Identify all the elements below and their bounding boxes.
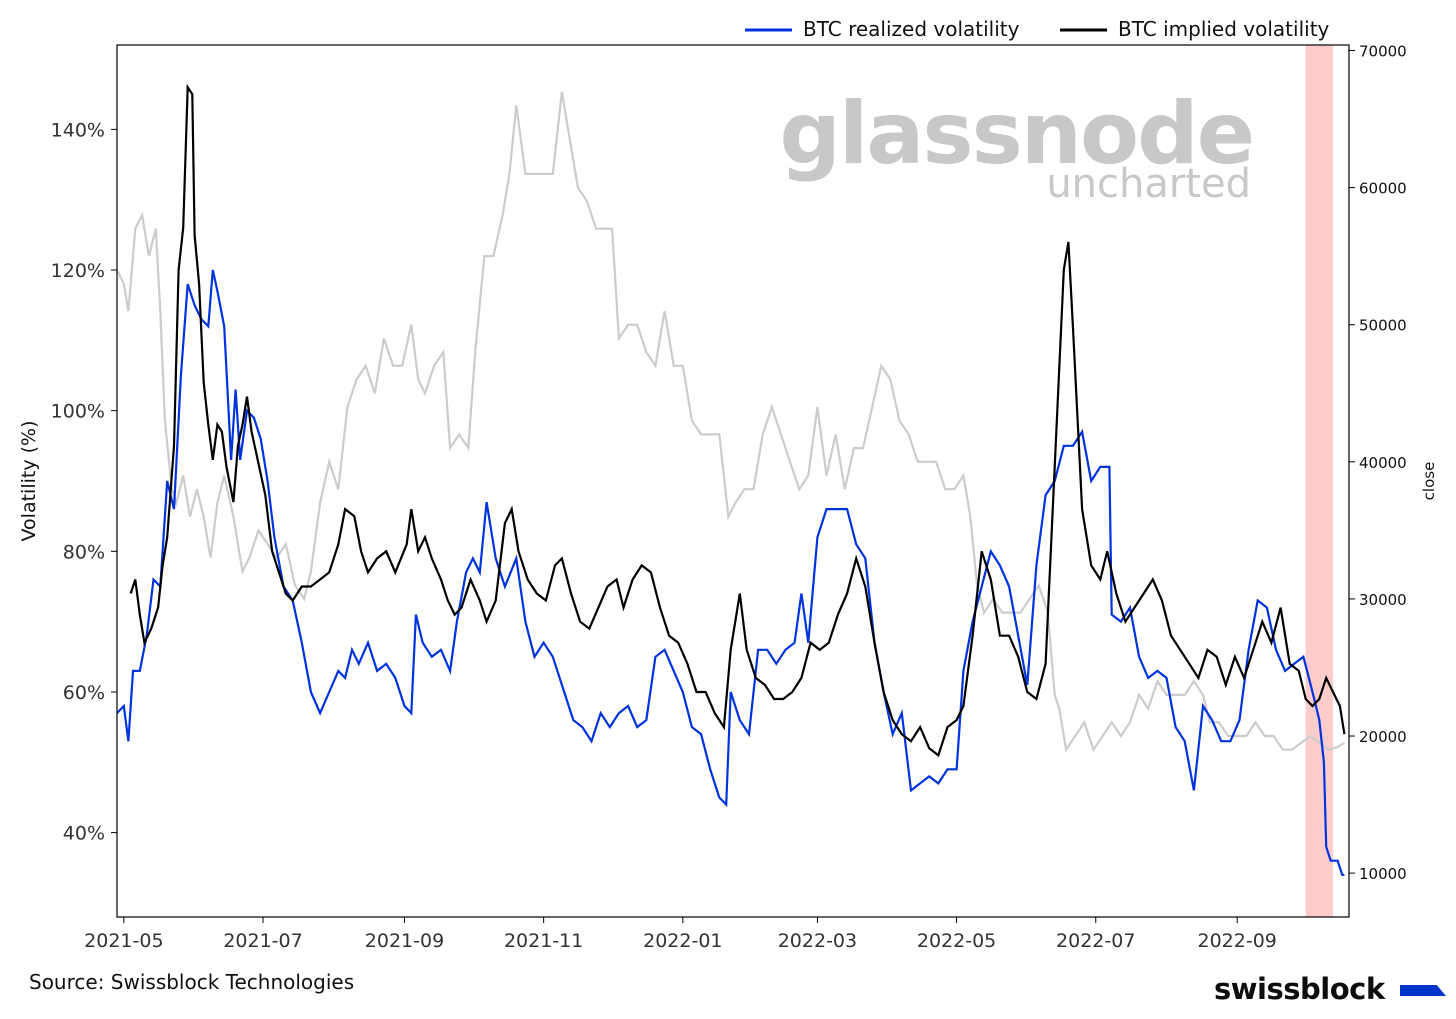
series-line-realized-volatility [117,269,1345,876]
y2-tick-label: 30000 [1359,591,1407,609]
legend: BTC realized volatility BTC implied vola… [745,17,1330,41]
x-tick-label: 2022-05 [917,930,996,952]
x-tick-label: 2022-01 [643,930,722,952]
x-tick-label: 2021-11 [504,930,583,952]
y2-tick-label: 70000 [1359,42,1407,60]
y2-tick-label: 10000 [1359,865,1407,883]
watermark-uncharted: uncharted [1046,161,1251,207]
y-tick-label: 100% [51,401,105,423]
plot-frame [116,44,1350,918]
y2-tick-label: 20000 [1359,728,1407,746]
legend-label-implied: BTC implied volatility [1118,17,1330,41]
x-tick-label: 2022-07 [1056,930,1135,952]
source-note: Source: Swissblock Technologies [29,970,355,994]
y-axis-label: Volatility (%) [18,421,40,542]
legend-label-realized: BTC realized volatility [803,17,1020,41]
x-tick-label: 2022-03 [778,930,857,952]
y2-tick-label: 60000 [1359,180,1407,198]
y-tick-label: 60% [63,682,105,704]
y2-tick-label: 40000 [1359,454,1407,472]
x-tick-label: 2021-09 [365,930,444,952]
watermark-glassnode: glassnode [779,84,1253,184]
y-tick-label: 120% [51,260,105,282]
series-line-implied-volatility [129,83,1346,758]
x-tick-label: 2021-07 [223,930,302,952]
y-axis-left: 40% 60% 80% 100% 120% 140% [51,119,117,845]
x-axis: 2021-05 2021-07 2021-09 2021-11 2022-01 2022-… [84,917,1277,952]
y-tick-label: 80% [63,541,105,563]
brand-logo: swissblock [1214,972,1385,1006]
y-tick-label: 40% [63,823,105,845]
y2-axis-label: close [1420,462,1438,501]
x-tick-label: 2021-05 [84,930,163,952]
brand-mark-icon [1400,985,1446,996]
y-tick-label: 140% [51,119,105,141]
x-tick-label: 2022-09 [1198,930,1277,952]
y-axis-right: 10000 20000 30000 40000 50000 60000 70000 [1349,42,1407,883]
highlight-span [1305,45,1334,917]
y2-tick-label: 50000 [1359,317,1407,335]
series-line-close [117,91,1345,753]
